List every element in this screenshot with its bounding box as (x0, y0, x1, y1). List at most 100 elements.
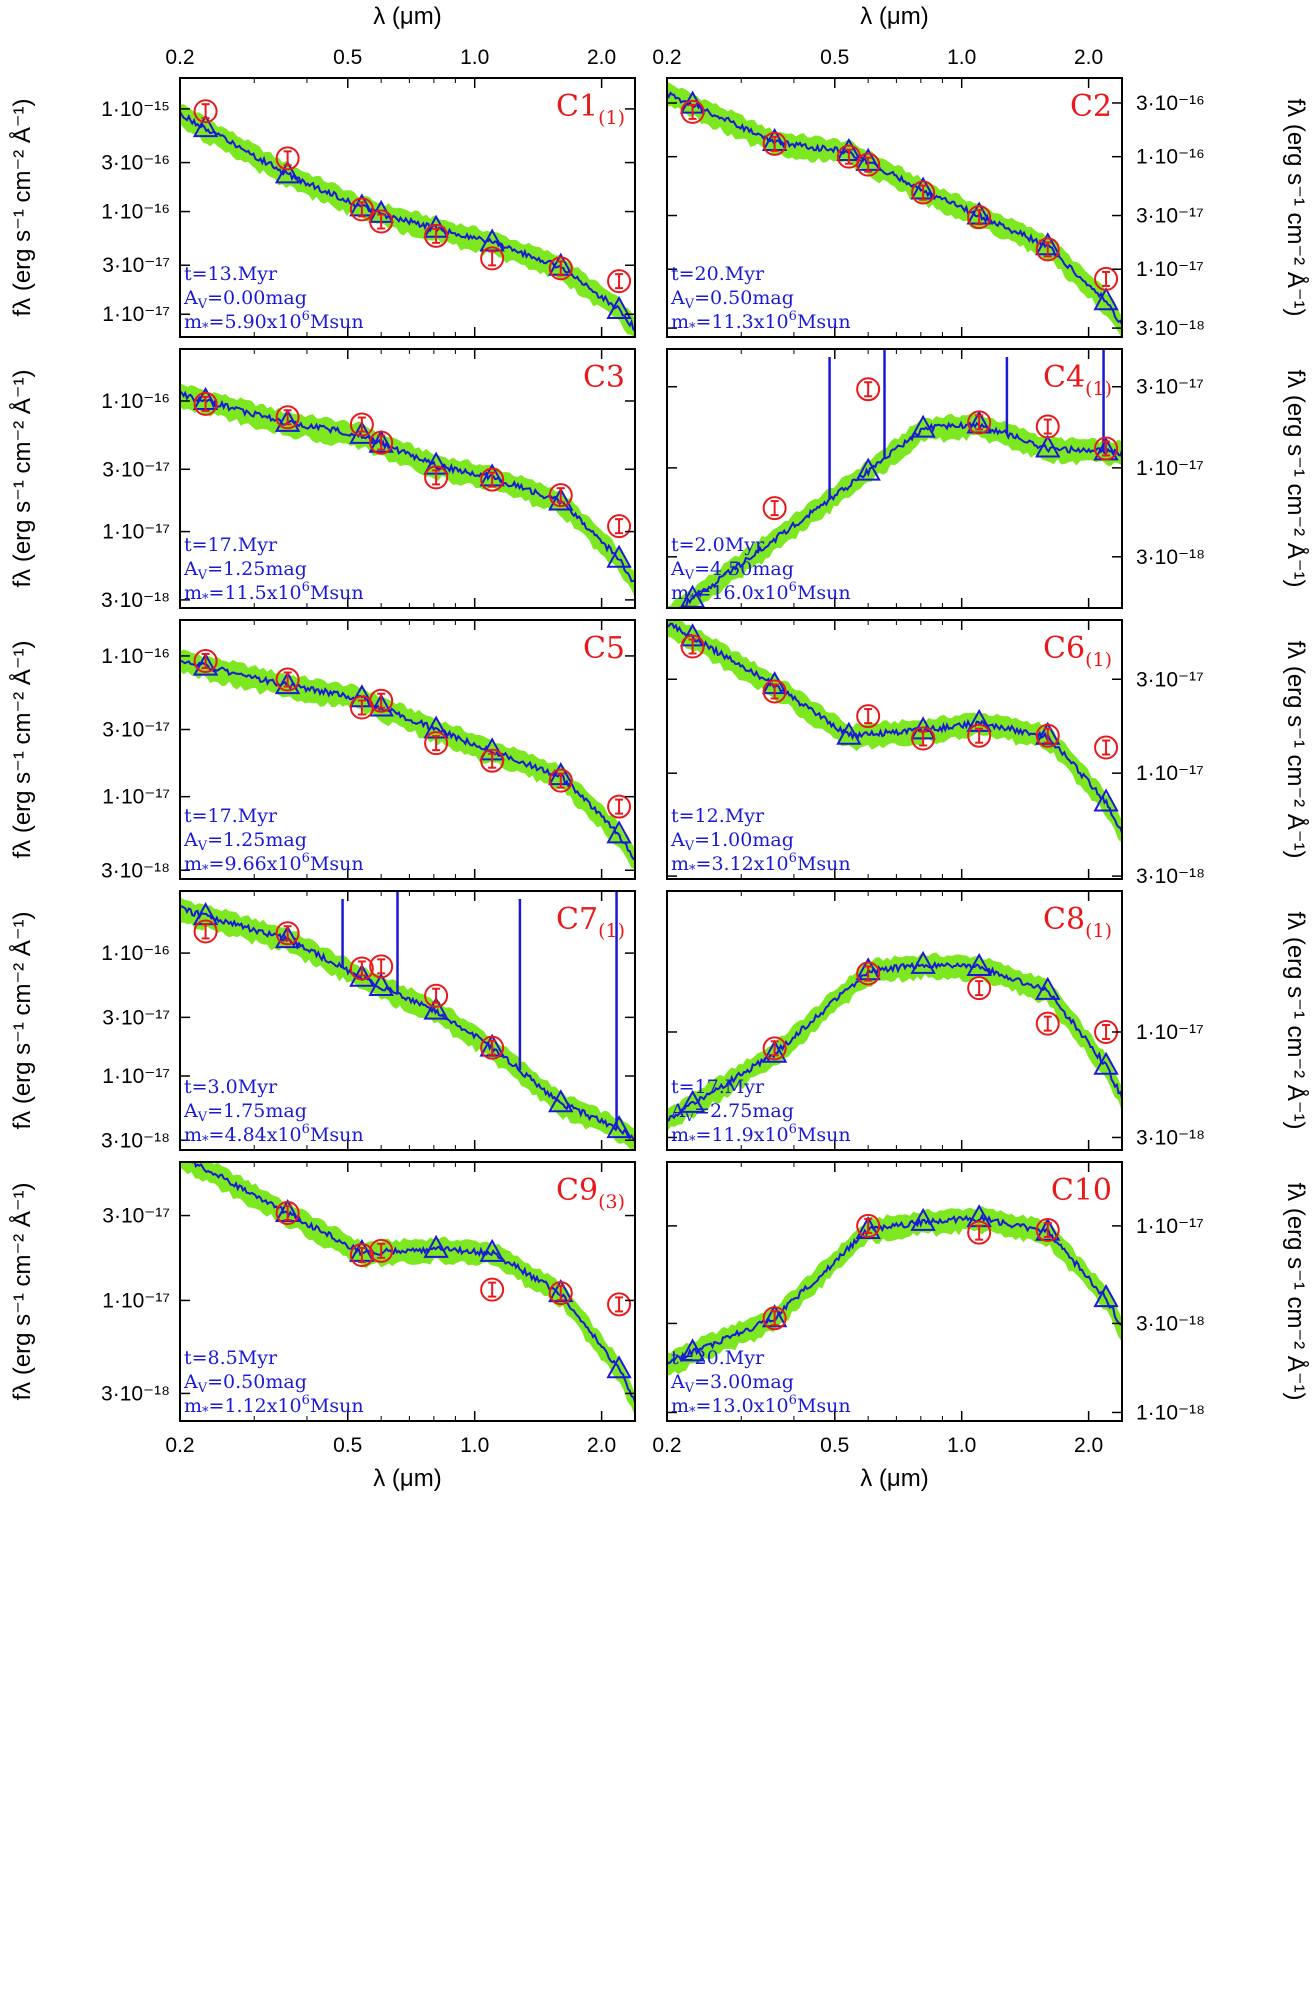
y-tick-label: 3·10⁻¹⁸ (101, 1382, 170, 1405)
param-mass: m*=3.12x106Msun (671, 851, 851, 878)
observed-photometry-circle (193, 649, 218, 674)
param-mass: m*=13.0x106Msun (671, 1393, 851, 1420)
observed-photometry-circle (967, 976, 992, 1001)
x-axis-title-top: λ (μm) (373, 3, 441, 30)
model-photometry-triangle (192, 652, 219, 676)
model-photometry-triangle (606, 1355, 632, 1379)
observed-photometry-circle (856, 704, 881, 729)
observed-photometry-circle (424, 731, 449, 756)
y-axis-title-left: fλ (erg s⁻¹ cm⁻² Å⁻¹) (8, 1183, 36, 1401)
param-mass: m*=16.0x106Msun (671, 580, 851, 607)
model-spectrum-line (180, 111, 635, 332)
y-tick-label: 3·10⁻¹⁸ (101, 859, 170, 882)
observed-photometry-circle (349, 412, 374, 437)
y-tick-label: 1·10⁻¹⁶ (101, 645, 170, 668)
model-photometry-triangle (606, 544, 632, 568)
param-extinction: AV=1.75mag (183, 1100, 307, 1125)
model-photometry-triangle (910, 1207, 936, 1231)
observed-photometry-circle (275, 1201, 300, 1226)
model-photometry-triangle (606, 1114, 632, 1139)
model-photometry-triangle (479, 1033, 505, 1057)
model-photometry-triangle (1093, 1284, 1119, 1308)
observed-photometry-circle (762, 679, 787, 704)
model-photometry-triangle (274, 1198, 301, 1223)
param-mass: m*=11.9x106Msun (671, 1122, 851, 1149)
model-spectrum-line (667, 91, 1122, 325)
observed-photometry-circle (856, 961, 881, 986)
panel-title: C10 (1051, 1173, 1112, 1208)
param-extinction: AV=1.25mag (183, 829, 307, 854)
panel-title-subscript: (1) (1085, 649, 1112, 671)
x-tick-label-top: 1.0 (947, 46, 976, 69)
observed-photometry-circle (548, 768, 573, 793)
y-axis-title-right: fλ (erg s⁻¹ cm⁻² Å⁻¹) (1282, 99, 1310, 317)
observed-photometry-circle (369, 688, 394, 713)
y-axis-title-right: fλ (erg s⁻¹ cm⁻² Å⁻¹) (1282, 1183, 1310, 1401)
panel-title: C1(1) (556, 89, 625, 129)
panel-title: C9(3) (556, 1173, 625, 1213)
model-range-band (180, 897, 635, 1150)
panel-frame (179, 77, 636, 338)
param-extinction: AV=1.25mag (183, 558, 307, 583)
model-photometry-triangle (274, 160, 301, 184)
y-axis-title-right: fλ (erg s⁻¹ cm⁻² Å⁻¹) (1282, 641, 1310, 859)
model-photometry-triangle (606, 295, 632, 319)
y-tick-label: 3·10⁻¹⁷ (102, 1205, 170, 1228)
y-axis-title-left: fλ (erg s⁻¹ cm⁻² Å⁻¹) (8, 99, 36, 317)
param-age: t=3.0Myr (184, 1076, 278, 1098)
param-age: t=2.0Myr (671, 534, 765, 556)
panel-frame (666, 890, 1123, 1151)
model-photometry-triangle (423, 1234, 449, 1258)
param-extinction: AV=4.50mag (670, 558, 794, 583)
param-extinction: AV=0.50mag (670, 287, 794, 312)
x-axis-title-top: λ (μm) (860, 3, 928, 30)
observed-photometry-circle (193, 391, 218, 416)
observed-photometry-circle (193, 99, 218, 124)
observed-photometry-circle (607, 514, 632, 539)
model-photometry-triangle (349, 963, 375, 987)
model-photometry-triangle (1035, 976, 1061, 1000)
observed-photometry-circle (1094, 436, 1119, 461)
observed-photometry-circle (369, 209, 394, 234)
observed-photometry-circle (275, 667, 300, 692)
panel-title: C8(1) (1043, 902, 1112, 942)
observed-photometry-circle (424, 223, 449, 248)
y-tick-label: 1·10⁻¹⁷ (102, 521, 170, 544)
observed-photometry-circle (1094, 735, 1119, 760)
y-tick-label: 3·10⁻¹⁶ (1136, 92, 1205, 115)
observed-photometry-circle (480, 1035, 505, 1060)
param-age: t=12.Myr (671, 805, 765, 827)
observed-photometry-circle (548, 256, 573, 281)
observed-photometry-circle (1035, 1218, 1060, 1243)
panel-title: C4(1) (1043, 360, 1112, 400)
y-tick-label: 1·10⁻¹⁷ (1136, 1021, 1204, 1044)
observed-photometry-circle (967, 1220, 992, 1245)
observed-photometry-circle (480, 1277, 505, 1302)
model-photometry-triangle (855, 1215, 881, 1240)
param-age: t=13.Myr (184, 263, 278, 285)
panel-frame (666, 348, 1123, 609)
panel-title: C7(1) (556, 902, 625, 942)
model-photometry-triangle (910, 950, 936, 974)
observed-photometry-circle (369, 954, 394, 979)
panel-frame (666, 1161, 1123, 1422)
observed-photometry-circle (607, 794, 632, 819)
model-spectrum-line (667, 960, 1122, 1123)
panel-c10: 1·10⁻¹⁷ 3·10⁻¹⁸ 1·10⁻¹⁸ C10 t=20.MyrAV=3.00m… (666, 1161, 1205, 1424)
observed-photometry-circle (967, 723, 992, 748)
model-range-band (667, 1206, 1122, 1376)
y-tick-label: 3·10⁻¹⁸ (1136, 546, 1205, 569)
observed-photometry-circle (1094, 266, 1119, 291)
x-tick-label-bottom: 2.0 (1074, 1434, 1103, 1457)
observed-photometry-circle (762, 131, 787, 156)
panel-c8: 1·10⁻¹⁷ 3·10⁻¹⁸ C8(1) t=17.MyrAV=2.75magm*=… (666, 890, 1205, 1151)
panel-title-main: C6 (1043, 631, 1085, 666)
observed-photometry-circle (762, 1036, 787, 1061)
y-tick-label: 3·10⁻¹⁷ (102, 719, 170, 742)
param-mass: m*=9.66x106Msun (184, 851, 364, 878)
panel-frame (666, 77, 1123, 338)
panel-frame (179, 619, 636, 880)
x-tick-label-bottom: 0.2 (652, 1434, 681, 1457)
observed-photometry-circle (856, 152, 881, 177)
x-tick-label-top: 2.0 (587, 46, 616, 69)
